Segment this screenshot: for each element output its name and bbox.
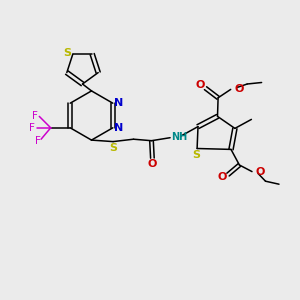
Text: S: S — [193, 149, 200, 160]
Text: O: O — [256, 167, 265, 177]
Text: N: N — [114, 123, 123, 133]
Text: NH: NH — [172, 132, 188, 142]
Text: O: O — [234, 84, 244, 94]
Text: N: N — [114, 98, 123, 108]
Text: O: O — [218, 172, 227, 182]
Text: F: F — [29, 123, 35, 133]
Text: F: F — [32, 111, 38, 121]
Text: S: S — [110, 143, 117, 153]
Text: F: F — [34, 136, 40, 146]
Text: O: O — [148, 159, 157, 169]
Text: S: S — [63, 48, 71, 58]
Text: O: O — [195, 80, 205, 90]
